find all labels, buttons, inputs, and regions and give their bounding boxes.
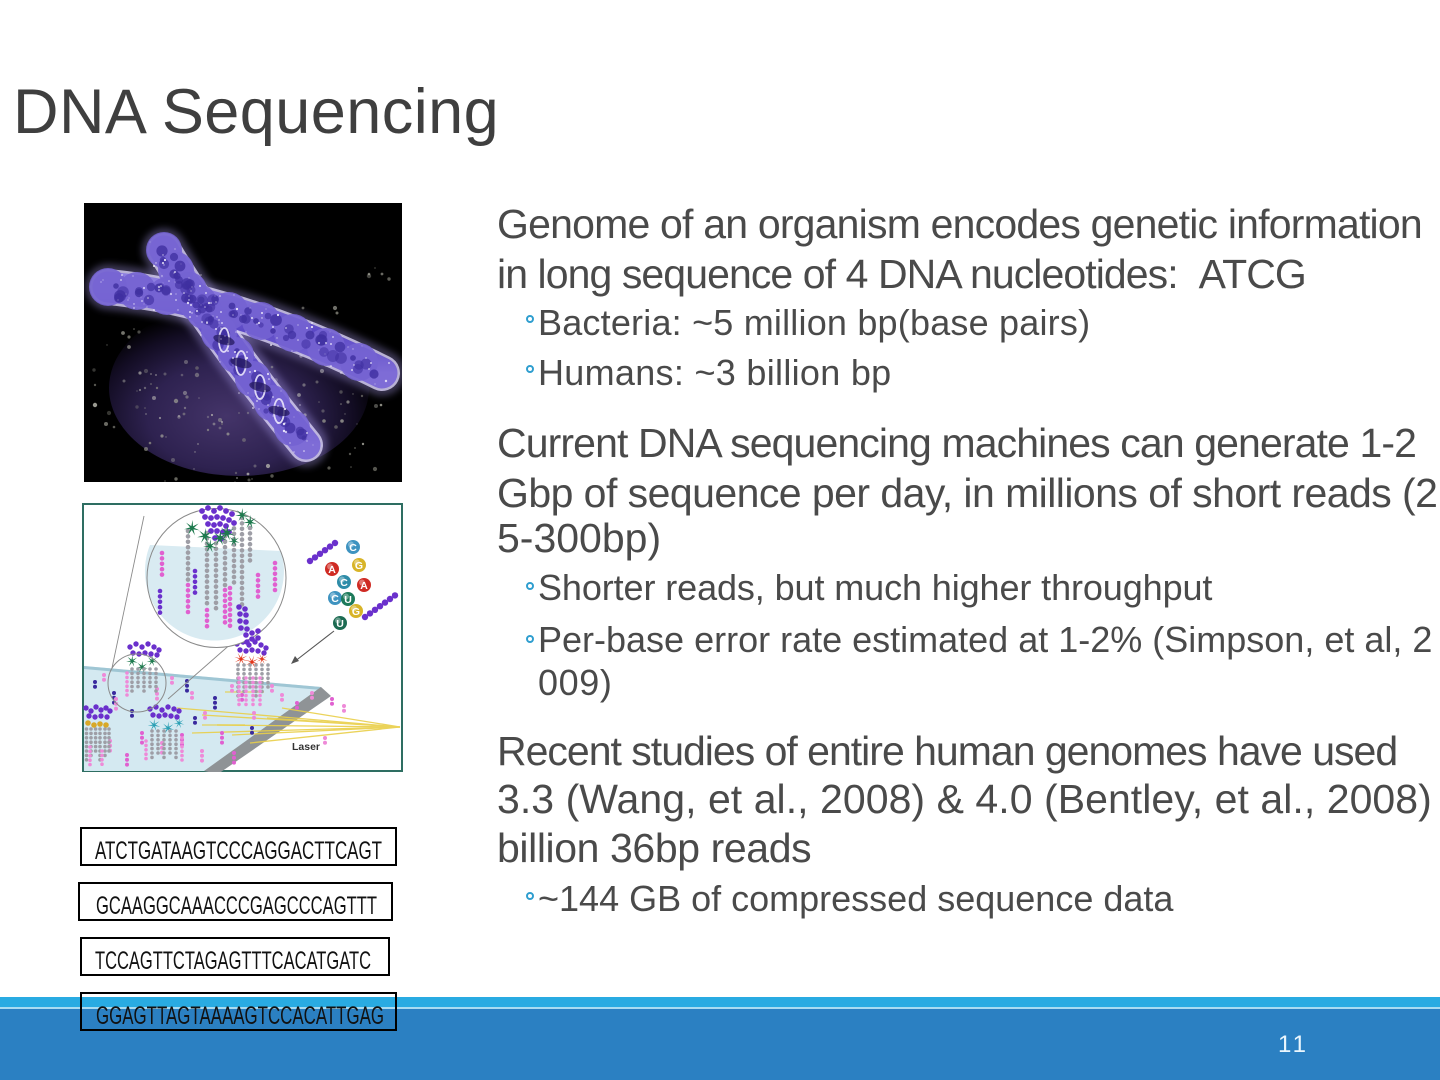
svg-text:G: G xyxy=(352,606,360,618)
svg-text:C: C xyxy=(349,542,357,554)
svg-text:A: A xyxy=(360,580,368,592)
svg-text:G: G xyxy=(355,560,363,572)
svg-text:U: U xyxy=(336,618,344,630)
svg-text:ATCTGATAAGTCCCAGGACTTCAGT: ATCTGATAAGTCCCAGGACTTCAGT xyxy=(95,837,382,865)
svg-text:C: C xyxy=(340,577,348,589)
svg-text:C: C xyxy=(331,593,339,605)
svg-text:GCAAGGCAAACCCGAGCCCAGTTT: GCAAGGCAAACCCGAGCCCAGTTT xyxy=(96,892,377,920)
svg-text:A: A xyxy=(328,564,336,576)
svg-text:Laser: Laser xyxy=(292,741,320,753)
svg-text:U: U xyxy=(344,594,352,606)
svg-text:TCCAGTTCTAGAGTTTCACATGATC: TCCAGTTCTAGAGTTTCACATGATC xyxy=(95,947,371,975)
svg-text:GGAGTTAGTAAAAGTCCACATTGAG: GGAGTTAGTAAAAGTCCACATTGAG xyxy=(96,1002,384,1030)
